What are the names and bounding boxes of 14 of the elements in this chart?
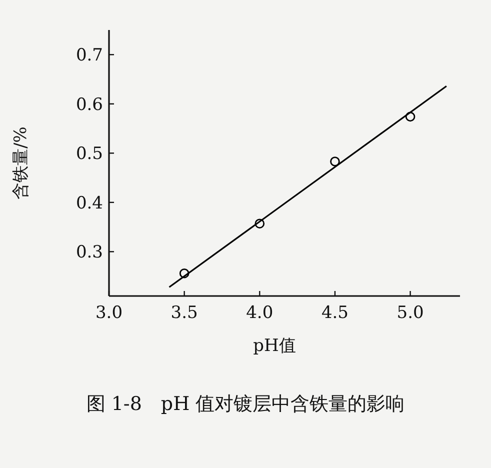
point [330, 156, 340, 166]
y-axis-title: 含铁量/% [11, 126, 31, 200]
y-tick-label: 0.3 [76, 242, 103, 263]
x-tick-label: 4.5 [321, 303, 348, 323]
x-tick-label: 5.0 [396, 303, 424, 323]
y-tick-label: 0.6 [76, 94, 103, 115]
x-tick-label: 4.0 [246, 303, 274, 323]
x-axis-title: pH值 [253, 336, 296, 356]
y-tick-label: 0.7 [76, 46, 103, 66]
y-tick-label: 0.5 [76, 144, 103, 164]
y-tick-label: 0.4 [76, 193, 103, 214]
text: 图 1-8 pH 值对镀层中含铁量的影响 [86, 393, 405, 415]
x-tick-label: 3.5 [170, 303, 198, 323]
x-tick-label: 3.0 [95, 303, 123, 323]
